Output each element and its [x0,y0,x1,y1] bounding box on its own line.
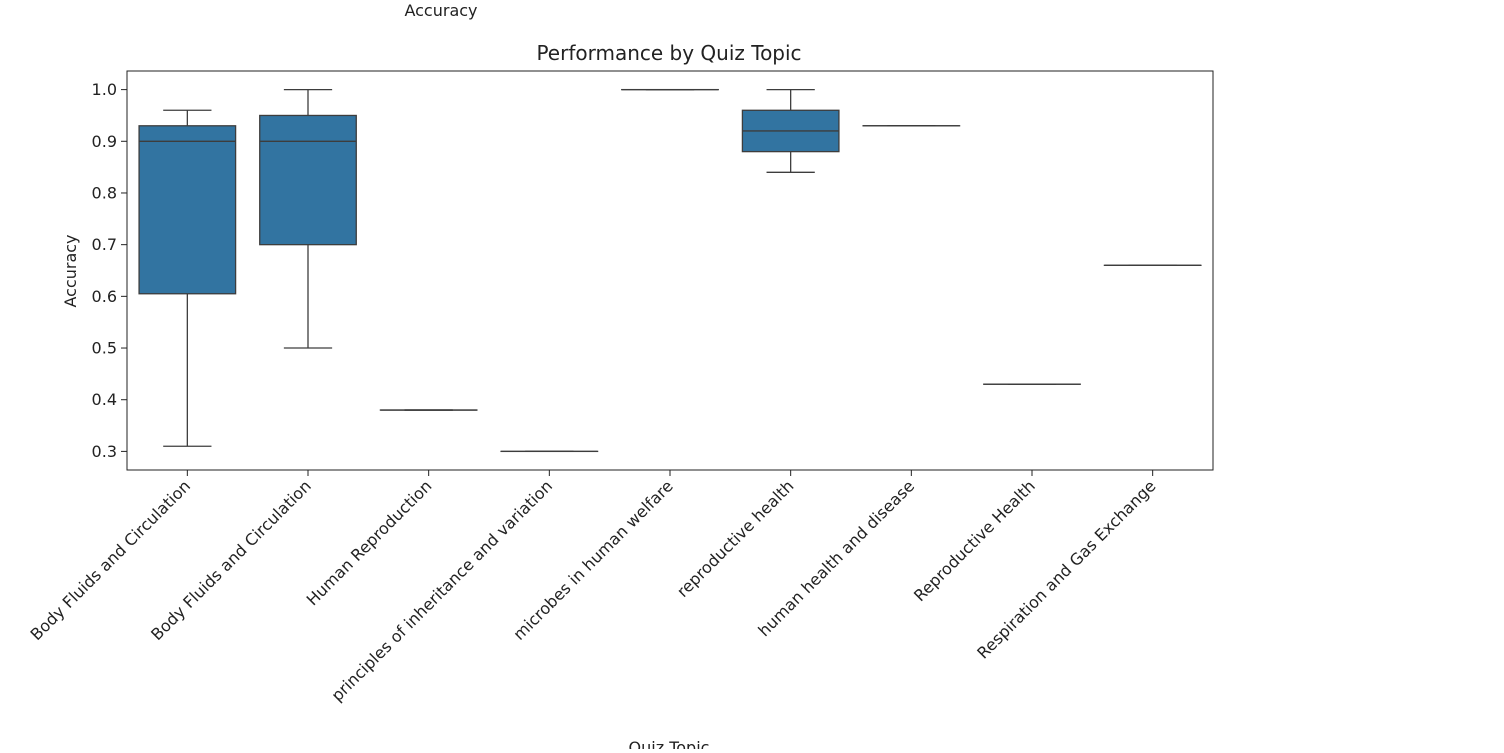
box-body [139,126,236,294]
y-axis-label: Accuracy [61,234,80,307]
x-tick-label: Human Reproduction [303,476,436,609]
y-tick-label: 0.4 [92,390,117,409]
x-tick-label: Reproductive Health [910,476,1039,605]
header-label: Accuracy [404,1,477,20]
y-tick-label: 0.8 [92,183,117,202]
box-2 [260,90,357,348]
box-1 [139,110,236,446]
y-tick-label: 0.5 [92,339,117,358]
y-tick-label: 0.6 [92,287,117,306]
y-tick-label: 1.0 [92,80,117,99]
y-axis: 0.3 0.4 0.5 0.6 0.7 0.8 0.9 1.0 [92,80,127,461]
y-tick-label: 0.3 [92,442,117,461]
box-6 [742,90,839,173]
plot-area [139,90,1201,452]
x-tick-label: principles of inheritance and variation [327,476,556,705]
y-tick-label: 0.7 [92,235,117,254]
x-axis-label: Quiz Topic [629,738,710,749]
y-tick-label: 0.9 [92,132,117,151]
x-tick-label: reproductive health [673,476,798,601]
box-body [260,115,357,244]
chart-title: Performance by Quiz Topic [536,41,801,65]
